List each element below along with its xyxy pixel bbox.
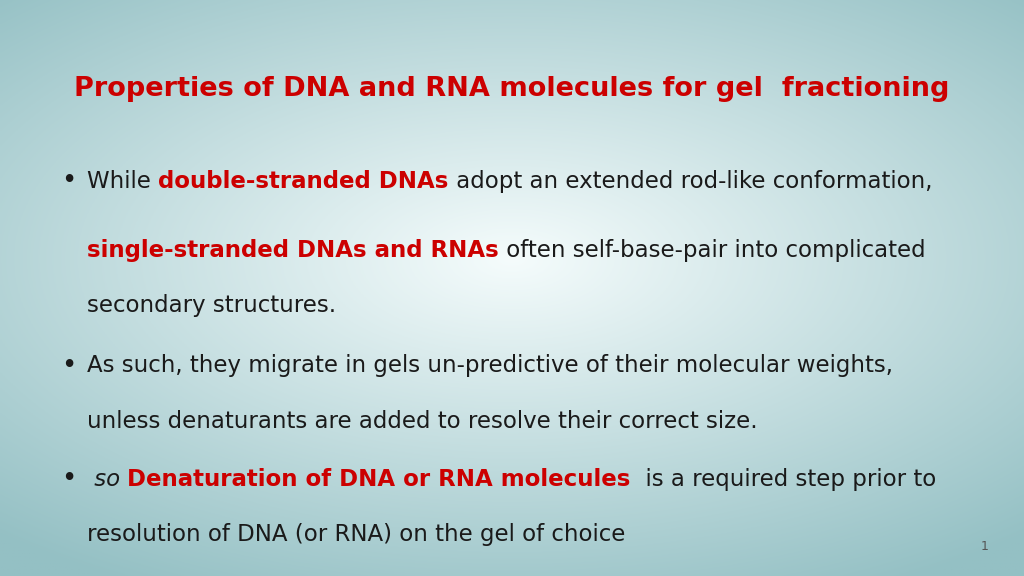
- Text: •: •: [61, 168, 77, 195]
- Text: As such, they migrate in gels un-predictive of their molecular weights,: As such, they migrate in gels un-predict…: [87, 354, 893, 377]
- Text: double-stranded DNAs: double-stranded DNAs: [158, 170, 449, 193]
- Text: unless denaturants are added to resolve their correct size.: unless denaturants are added to resolve …: [87, 410, 758, 433]
- Text: While: While: [87, 170, 158, 193]
- Text: •: •: [61, 466, 77, 492]
- Text: adopt an extended rod-like conformation,: adopt an extended rod-like conformation,: [449, 170, 932, 193]
- Text: often self-base-pair into complicated: often self-base-pair into complicated: [499, 239, 926, 262]
- Text: is a required step prior to: is a required step prior to: [631, 468, 936, 491]
- Text: so: so: [87, 468, 127, 491]
- Text: 1: 1: [980, 540, 988, 553]
- Text: Properties of DNA and RNA molecules for gel  fractioning: Properties of DNA and RNA molecules for …: [75, 76, 949, 103]
- Text: Denaturation of DNA or RNA molecules: Denaturation of DNA or RNA molecules: [127, 468, 631, 491]
- Text: resolution of DNA (or RNA) on the gel of choice: resolution of DNA (or RNA) on the gel of…: [87, 523, 626, 546]
- Text: secondary structures.: secondary structures.: [87, 294, 336, 317]
- Text: •: •: [61, 353, 77, 379]
- Text: single-stranded DNAs and RNAs: single-stranded DNAs and RNAs: [87, 239, 499, 262]
